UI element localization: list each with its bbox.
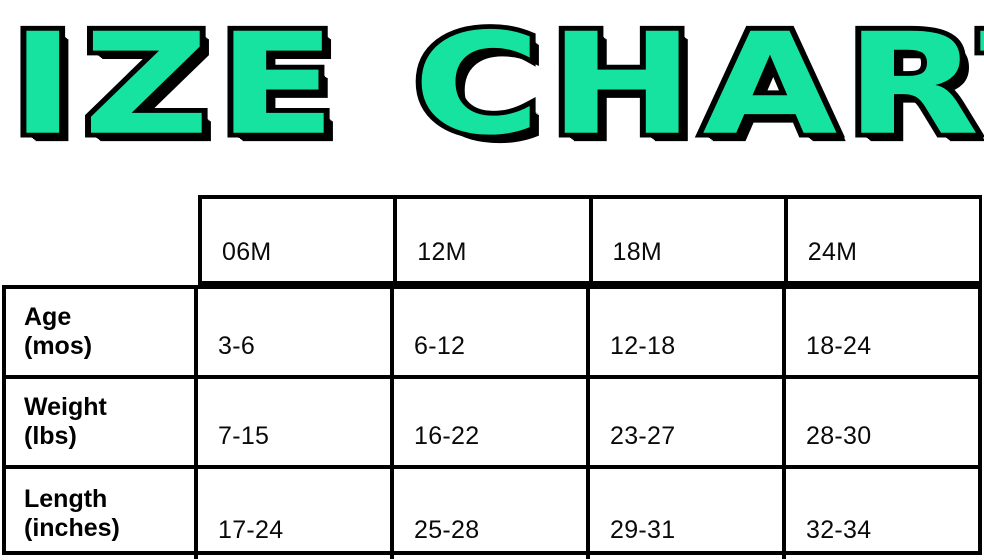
table-row: Age (mos) 3-6 6-12 12-18 18-24 bbox=[6, 289, 978, 379]
row-label-age-line2: (mos) bbox=[24, 332, 93, 360]
cell-length-24m: 32-34 bbox=[806, 516, 872, 544]
cell-age-12m: 6-12 bbox=[394, 289, 590, 375]
cell-length-12m: 25-28 bbox=[394, 469, 590, 559]
row-label-weight-line2: (lbs) bbox=[24, 422, 77, 450]
cell-age-06m: 3-6 bbox=[198, 289, 394, 375]
cell-weight-24m: 28-30 bbox=[806, 422, 872, 450]
table-row: Length (inches) 17-24 25-28 29-31 32-34 bbox=[6, 469, 978, 559]
cell-weight-12m: 16-22 bbox=[394, 379, 590, 465]
page-title-text: SIZE CHART bbox=[0, 3, 984, 167]
cell-length-06m: 17-24 bbox=[198, 469, 394, 559]
row-label-weight: Weight (lbs) bbox=[6, 379, 198, 465]
table-body: Age (mos) 3-6 6-12 12-18 18-24 Weight (l… bbox=[2, 285, 982, 559]
table-header-row: 06M 12M 18M 24M bbox=[198, 195, 982, 285]
cell-weight-06m: 7-15 bbox=[198, 379, 394, 465]
size-chart-table: 06M 12M 18M 24M Age (mos) 3-6 6-12 12-18… bbox=[0, 190, 984, 560]
page-title: SIZE CHART bbox=[0, 0, 984, 170]
cell-age-18m: 12-18 bbox=[590, 289, 786, 375]
column-header-18m: 18M bbox=[593, 199, 788, 281]
row-label-age-line1: Age bbox=[24, 302, 72, 331]
table-row: Weight (lbs) 7-15 16-22 23-27 28-30 bbox=[6, 379, 978, 469]
row-label-length-line1: Length bbox=[24, 484, 108, 513]
row-label-length: Length (inches) bbox=[6, 469, 198, 559]
cell-weight-18m: 23-27 bbox=[590, 379, 786, 465]
column-header-12m: 12M bbox=[397, 199, 593, 281]
cell-length-18m: 29-31 bbox=[590, 469, 786, 559]
column-header-24m: 24M bbox=[807, 238, 858, 266]
row-label-weight-line1: Weight bbox=[24, 392, 107, 421]
column-header-06m: 06M bbox=[202, 199, 398, 281]
cell-age-24m: 18-24 bbox=[806, 332, 872, 360]
row-label-length-line2: (inches) bbox=[24, 514, 120, 542]
row-label-age: Age (mos) bbox=[6, 289, 198, 375]
